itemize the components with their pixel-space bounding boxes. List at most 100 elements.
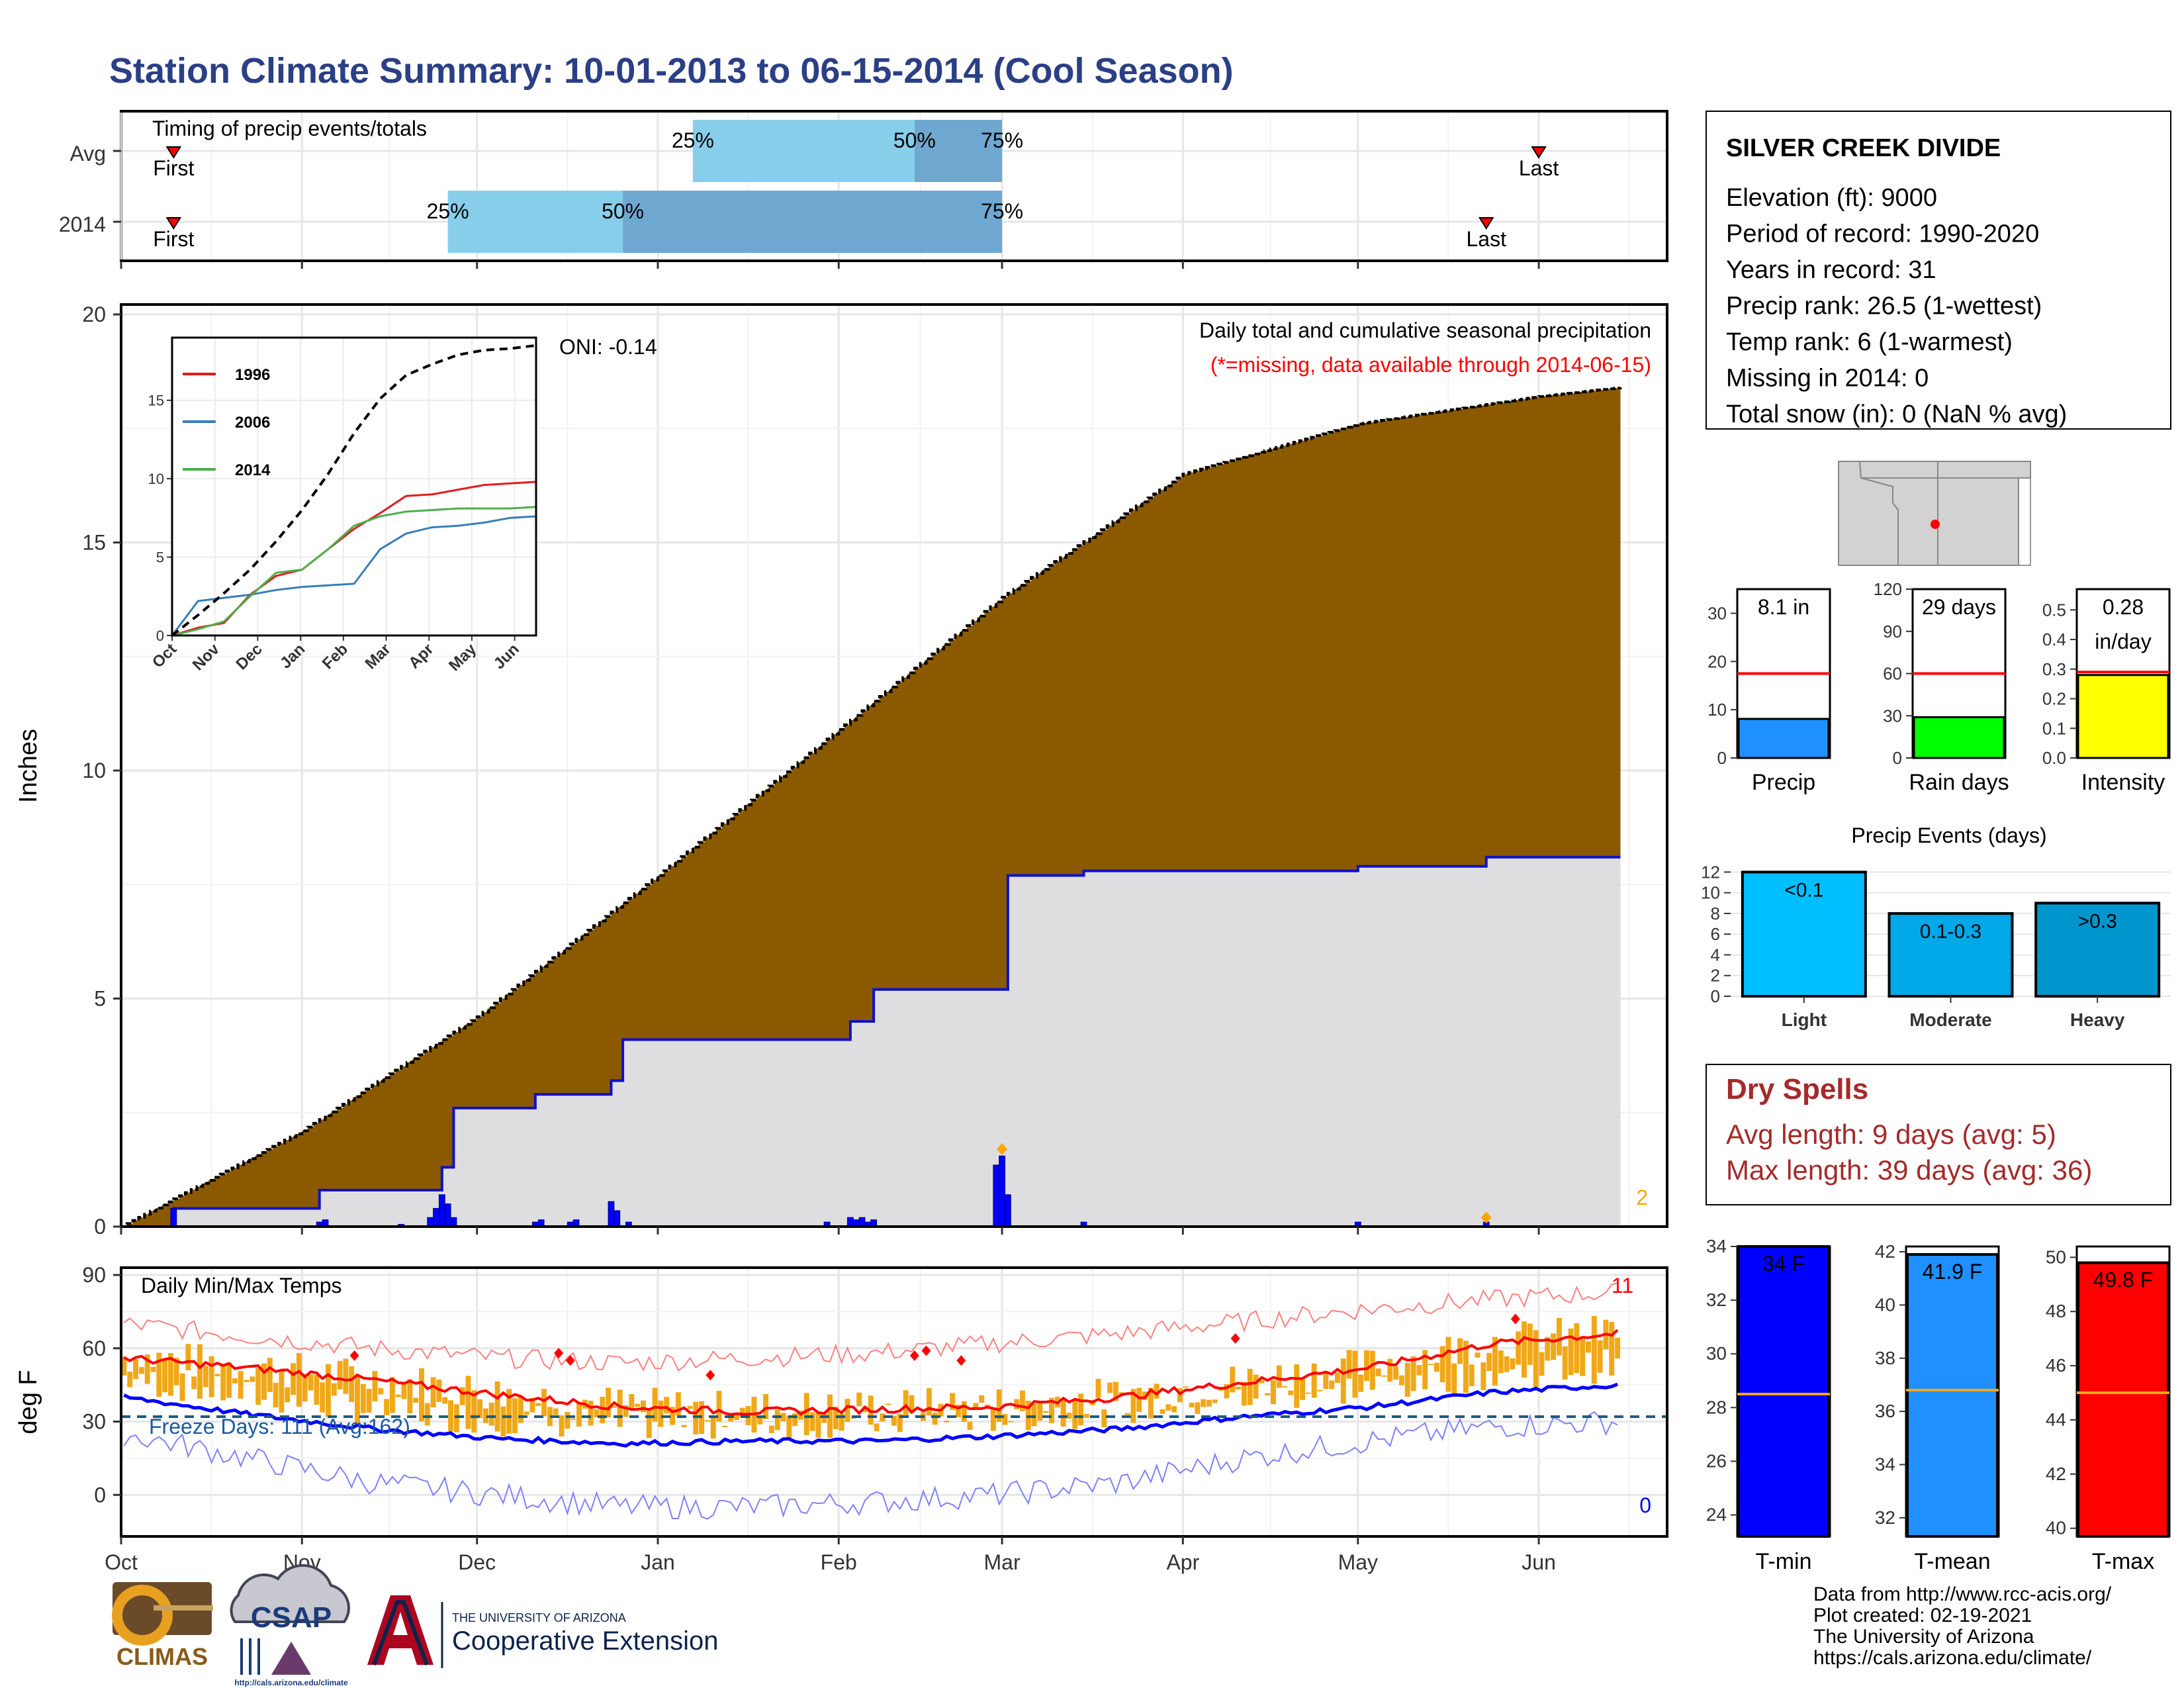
daily-temp-bar <box>296 1352 302 1407</box>
daily-temp-bar <box>1195 1402 1201 1414</box>
daily-temp-bar <box>1580 1338 1586 1376</box>
daily-temp-bar <box>220 1366 226 1401</box>
daily-temp-bar <box>950 1393 956 1411</box>
daily-temp-bar <box>926 1388 932 1416</box>
daily-temp-bar <box>961 1401 967 1422</box>
inset-series-line <box>171 506 537 637</box>
daily-temp-bar <box>1043 1411 1049 1413</box>
daily-temp-bar <box>646 1408 652 1438</box>
precip-event-bar <box>1741 870 1867 998</box>
daily-temp-bar <box>1049 1397 1054 1423</box>
inset-y-tick-label: 10 <box>148 471 164 487</box>
y-tick-label: 30 <box>1707 603 1727 623</box>
season-bar-label: Rain days <box>1909 770 2009 795</box>
daily-temp-bar <box>285 1387 291 1403</box>
y-tick-label: 5 <box>94 987 106 1011</box>
daily-temp-bar <box>238 1371 244 1399</box>
daily-temp-bar <box>1183 1386 1189 1388</box>
daily-temp-bar <box>208 1356 214 1397</box>
y-tick-label: 32 <box>1875 1507 1895 1528</box>
daily-temp-bar <box>1475 1352 1480 1358</box>
daily-precip-bar <box>608 1201 615 1227</box>
daily-temp-bar <box>1171 1406 1177 1413</box>
daily-temp-bar <box>1014 1399 1020 1409</box>
daily-temp-bar <box>349 1366 355 1403</box>
y-tick-label: 46 <box>2046 1355 2066 1376</box>
record-high-marker <box>956 1355 966 1366</box>
x-tick-label: Mar <box>984 1550 1021 1574</box>
daily-temp-bar <box>291 1363 296 1395</box>
daily-temp-bar <box>162 1359 168 1393</box>
daily-temp-bar <box>337 1360 343 1389</box>
y-tick-label: 50 <box>2046 1246 2066 1267</box>
timing-first-label: First <box>153 156 194 180</box>
daily-temp-bar <box>1498 1350 1504 1374</box>
daily-temp-bar <box>1439 1346 1445 1383</box>
daily-temp-bar <box>250 1376 255 1382</box>
record-high-marker <box>921 1345 931 1356</box>
y-tick-label: 0 <box>94 1483 106 1507</box>
credit-line: https://cals.arizona.edu/climate/ <box>1813 1647 2092 1669</box>
daily-temp-bar <box>255 1368 261 1405</box>
station-name: SILVER CREEK DIVIDE <box>1726 134 2001 162</box>
daily-temp-bar <box>803 1393 809 1435</box>
record-low-line <box>123 1411 1618 1520</box>
temp-bar-value: 34 F <box>1762 1252 1805 1276</box>
daily-temp-bar <box>360 1383 366 1413</box>
x-tick-label: May <box>1338 1550 1378 1574</box>
daily-precip-bar <box>438 1194 445 1227</box>
credit-line: The University of Arizona <box>1813 1626 2034 1648</box>
y-tick-label: 60 <box>82 1336 106 1360</box>
page-title: Station Climate Summary: 10-01-2013 to 0… <box>109 51 1234 91</box>
daily-temp-bar <box>477 1399 483 1419</box>
station-info-line: Temp rank: 6 (1-warmest) <box>1726 328 2013 356</box>
daily-temp-bar <box>448 1400 454 1432</box>
timing-label-50: 50% <box>893 128 936 152</box>
daily-temp-bar <box>1492 1336 1498 1386</box>
daily-temp-bar <box>1504 1356 1510 1372</box>
inset-y-tick-label: 15 <box>148 393 164 409</box>
locator-map <box>1838 461 2031 566</box>
oni-label: ONI: -0.14 <box>559 335 657 359</box>
daily-temp-bar <box>1486 1352 1492 1372</box>
daily-temp-bar <box>430 1377 436 1408</box>
daily-temp-bar <box>424 1403 430 1426</box>
daily-precip-bar <box>858 1217 866 1227</box>
y-tick-label: 0.1 <box>2042 718 2066 738</box>
precip-event-bar-label: 0.1-0.3 <box>1920 921 1981 943</box>
daily-temp-bar <box>156 1352 162 1397</box>
missing-marker <box>997 1143 1008 1155</box>
daily-temp-bar <box>594 1409 600 1418</box>
precip-title: Daily total and cumulative seasonal prec… <box>1199 318 1651 342</box>
timing-last-marker <box>1531 146 1547 159</box>
daily-temp-bar <box>1101 1409 1107 1428</box>
daily-temp-bar <box>150 1366 156 1372</box>
season-bar-label: Intensity <box>2081 770 2165 795</box>
daily-temp-bar <box>1329 1380 1335 1389</box>
timing-label-75: 75% <box>981 199 1023 223</box>
season-bar-value: 8.1 in <box>1758 595 1809 619</box>
timing-label-75: 75% <box>981 128 1023 152</box>
x-tick-label: Feb <box>821 1550 857 1574</box>
daily-temp-bar <box>565 1411 570 1429</box>
daily-temp-bar <box>1148 1387 1154 1419</box>
y-tick-label: 20 <box>1707 651 1727 671</box>
y-tick-label: 42 <box>1875 1241 1895 1262</box>
y-tick-label: 26 <box>1706 1450 1727 1471</box>
daily-temp-bar <box>1294 1364 1300 1408</box>
daily-temp-bar <box>1288 1390 1294 1395</box>
daily-temp-bar <box>384 1399 390 1415</box>
daily-temp-bar <box>874 1423 880 1432</box>
daily-temp-bar <box>780 1413 786 1422</box>
daily-temp-bar <box>138 1367 144 1374</box>
daily-temp-bar <box>704 1420 710 1422</box>
season-bar <box>1913 716 2005 759</box>
daily-temp-bar <box>833 1406 839 1429</box>
daily-temp-bar <box>1323 1373 1329 1389</box>
daily-temp-bar <box>1393 1366 1399 1380</box>
timing-bar-q25-q50 <box>692 120 915 182</box>
daily-temp-bar <box>1031 1403 1037 1427</box>
precip-event-bar-label: >0.3 <box>2078 910 2117 932</box>
daily-temp-bar <box>903 1390 909 1417</box>
inset-y-tick-label: 5 <box>156 549 164 566</box>
